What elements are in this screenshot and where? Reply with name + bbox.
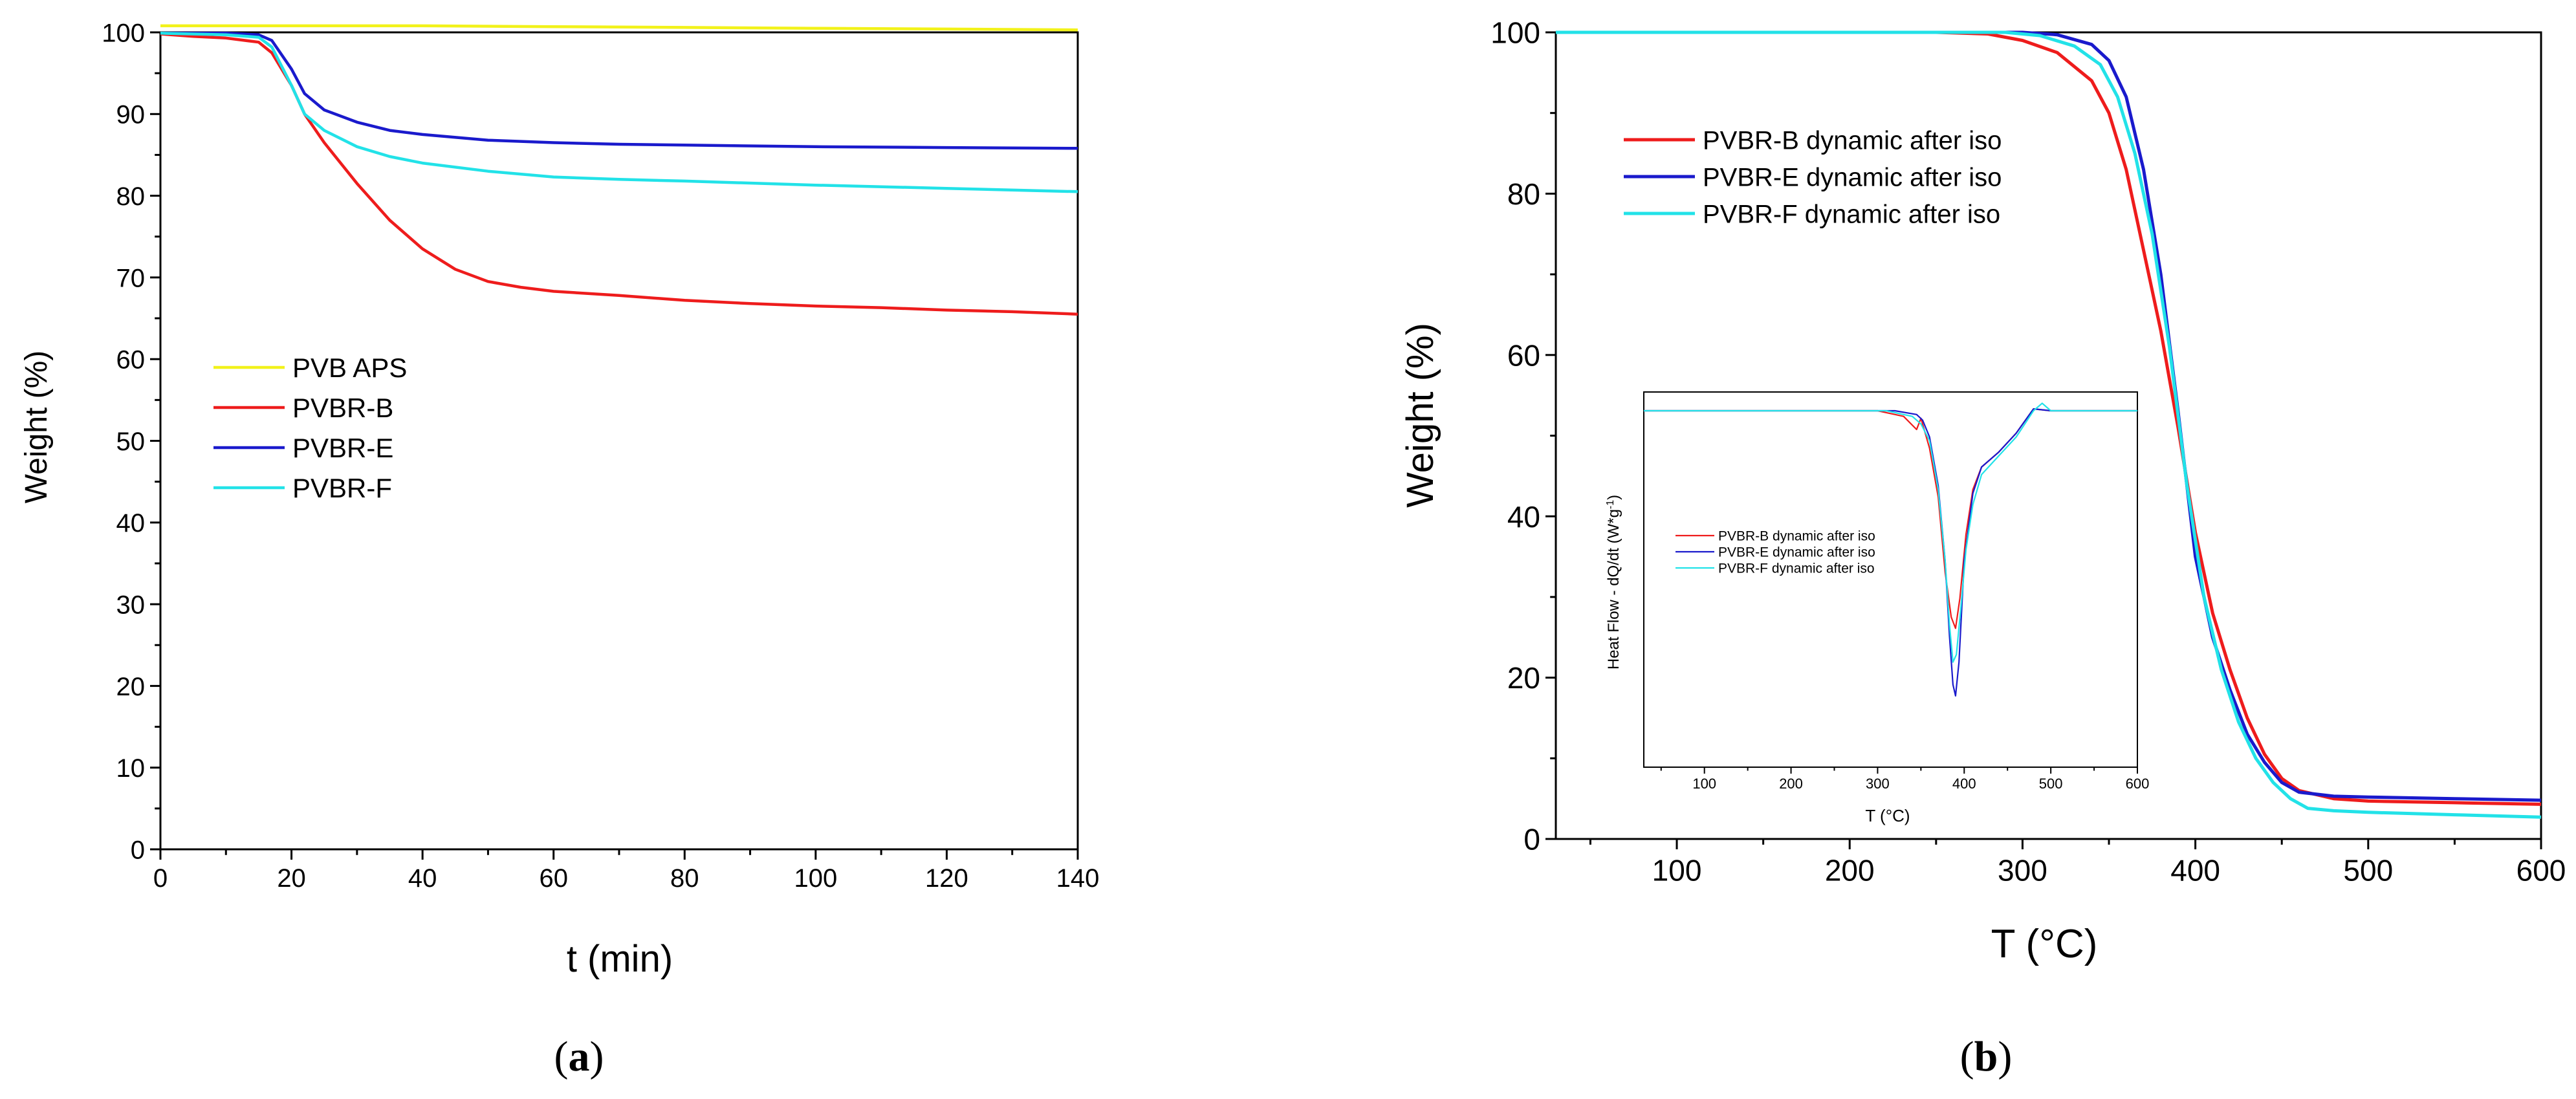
panel-label-a: (a)	[554, 1033, 604, 1080]
x-tick-label: 100	[794, 864, 837, 893]
legend-label-2: PVBR-B	[292, 393, 393, 423]
y-tick-label: 90	[116, 101, 146, 129]
y-tick-label: 30	[116, 591, 146, 620]
x-axis-label: t (min)	[567, 938, 673, 980]
inset-x-tick-label: 600	[2126, 776, 2150, 792]
x-tick-label: 40	[408, 864, 437, 893]
legend-label-2: PVBR-E dynamic after iso	[1703, 163, 2002, 191]
legend-label-1: PVB APS	[292, 353, 407, 383]
panel-label-b: (b)	[1960, 1033, 2013, 1080]
legend-label-3: PVBR-E	[292, 433, 393, 463]
x-axis-label: T (°C)	[1991, 922, 2098, 966]
series-line-1	[160, 24, 1078, 32]
series-line-3	[160, 32, 1078, 150]
y-tick-label: 80	[116, 182, 146, 211]
legend-label-1: PVBR-B dynamic after iso	[1703, 126, 2002, 155]
inset-series-line-3	[1644, 402, 2137, 663]
y-tick-label: 100	[1490, 16, 1540, 50]
x-tick-label: 80	[670, 864, 699, 893]
y-tick-label: 0	[1523, 823, 1540, 856]
inset-x-tick-label: 500	[2039, 776, 2063, 792]
x-tick-label: 200	[1825, 853, 1875, 887]
y-tick-label: 20	[116, 673, 146, 701]
x-tick-label: 60	[539, 864, 568, 893]
inset-x-tick-label: 100	[1692, 776, 1716, 792]
inset-x-axis-label: T (°C)	[1865, 806, 1910, 825]
y-tick-label: 20	[1507, 661, 1540, 695]
inset-x-tick-label: 400	[1952, 776, 1976, 792]
y-tick-label: 60	[116, 346, 146, 375]
chart-panel-a: Weight (%) t (min) (a) 0 20 40 60 80 100 120 14…	[19, 19, 1099, 1080]
x-tick-label: 120	[925, 864, 968, 893]
y-tick-label: 40	[1507, 500, 1540, 534]
x-tick-label: 20	[277, 864, 306, 893]
inset-plot-frame	[1643, 391, 2138, 768]
series-line-2	[160, 32, 1078, 316]
x-tick-label: 0	[153, 864, 168, 893]
inset-y-axis-label: Heat Flow - dQ/dt (W*g-1)	[1605, 495, 1623, 669]
x-tick-label: 100	[1652, 853, 1702, 887]
legend-label-4: PVBR-F	[292, 473, 392, 503]
panel-label-a-letter: a	[569, 1033, 590, 1080]
inset-x-tick-label: 200	[1779, 776, 1803, 792]
inset-y-label-main: Heat Flow - dQ/dt (W*g	[1605, 509, 1622, 669]
inset-background	[1644, 392, 2137, 767]
legend-label-3: PVBR-F dynamic after iso	[1703, 200, 2000, 228]
x-tick-label: 400	[2170, 853, 2220, 887]
y-tick-label: 50	[116, 428, 146, 456]
y-tick-label: 10	[116, 754, 146, 783]
y-tick-label: 80	[1507, 177, 1540, 211]
y-tick-label: 70	[116, 264, 146, 292]
inset-legend-label-2: PVBR-E dynamic after iso	[1718, 545, 1875, 560]
panel-label-b-letter: b	[1974, 1033, 1998, 1080]
x-tick-label: 500	[2343, 853, 2393, 887]
inset-x-tick-label: 300	[1866, 776, 1890, 792]
y-tick-label: 0	[131, 836, 145, 864]
inset-y-label-end: )	[1605, 495, 1622, 500]
y-tick-label: 100	[102, 19, 145, 47]
x-tick-label: 140	[1056, 864, 1100, 893]
x-tick-label: 300	[1998, 853, 2047, 887]
y-axis-label: Weight (%)	[19, 351, 54, 504]
x-tick-label: 600	[2516, 853, 2566, 887]
chart-inset: T (°C) Heat Flow - dQ/dt (W*g-1) 100 200 3…	[1605, 391, 2150, 825]
y-tick-label: 40	[116, 509, 146, 538]
series-line-4	[160, 32, 1078, 193]
inset-legend-label-1: PVBR-B dynamic after iso	[1718, 529, 1875, 544]
y-axis-label: Weight (%)	[1399, 323, 1441, 508]
inset-legend-label-3: PVBR-F dynamic after iso	[1718, 561, 1875, 576]
inset-series-line-2	[1644, 408, 2137, 697]
series-line-3	[1556, 30, 2542, 819]
y-tick-label: 60	[1507, 338, 1540, 372]
inset-y-label-sup: -1	[1605, 500, 1616, 509]
chart-panel-b: Weight (%) T (°C) (b) 100 200 300 400 500 600…	[1399, 16, 2566, 1080]
